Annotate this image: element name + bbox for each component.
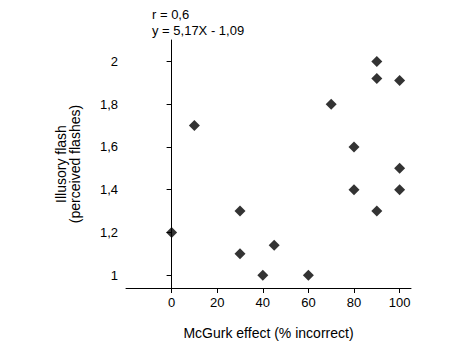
svg-text:r = 0,6: r = 0,6 — [152, 7, 189, 22]
svg-text:100: 100 — [389, 295, 411, 310]
svg-text:1,2: 1,2 — [100, 225, 118, 240]
svg-text:80: 80 — [347, 295, 361, 310]
svg-text:(perceived flashes): (perceived flashes) — [67, 105, 83, 223]
svg-text:1,8: 1,8 — [100, 97, 118, 112]
svg-text:20: 20 — [210, 295, 224, 310]
svg-text:1,4: 1,4 — [100, 182, 118, 197]
svg-text:Illusory flash: Illusory flash — [53, 125, 69, 203]
svg-text:McGurk effect (% incorrect): McGurk effect (% incorrect) — [183, 325, 353, 341]
svg-text:1,6: 1,6 — [100, 139, 118, 154]
svg-text:y = 5,17X - 1,09: y = 5,17X - 1,09 — [152, 23, 244, 38]
svg-text:40: 40 — [256, 295, 270, 310]
svg-text:2: 2 — [111, 54, 118, 69]
svg-text:60: 60 — [301, 295, 315, 310]
svg-text:1: 1 — [111, 268, 118, 283]
svg-text:0: 0 — [168, 295, 175, 310]
